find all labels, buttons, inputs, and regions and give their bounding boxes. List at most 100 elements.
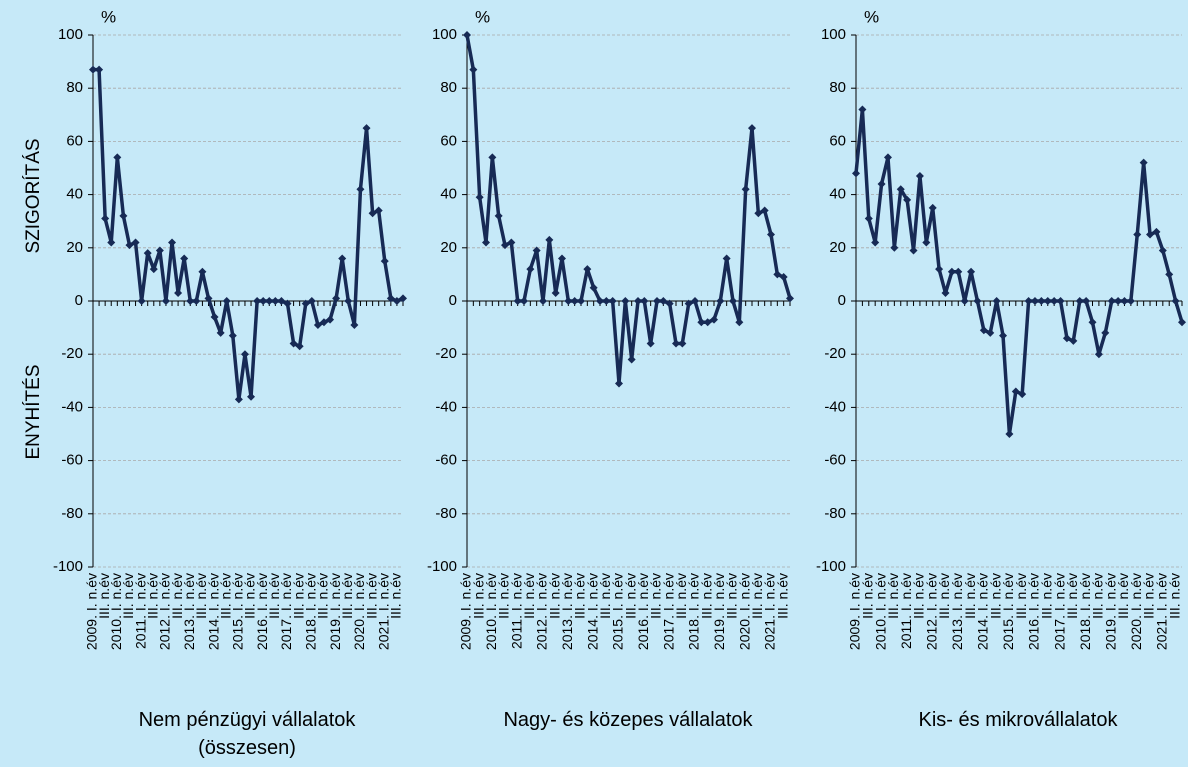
marker	[967, 267, 976, 276]
x-tick-label: 2021. I. n.év	[1154, 573, 1170, 650]
x-tick-label: 2012. I. n.év	[923, 573, 939, 650]
x-tick-label: 2009. I. n.év	[847, 573, 863, 650]
y-tick-label: 40	[66, 186, 83, 203]
series-line	[854, 107, 1184, 436]
x-tick-label: III. n.év	[266, 573, 282, 619]
x-tick-label: III. n.év	[1038, 573, 1054, 619]
marker	[1114, 297, 1123, 305]
x-tick-label: III. n.év	[1090, 573, 1106, 619]
marker	[526, 265, 535, 274]
y-tick-label: -80	[435, 505, 457, 522]
y-tick-label: -40	[61, 398, 83, 415]
x-tick-label: III. n.év	[962, 573, 978, 619]
x-tick-label: III. n.év	[1115, 573, 1131, 619]
x-tick-label: III. n.év	[673, 573, 689, 619]
marker	[326, 315, 335, 324]
x-tick-label: III. n.év	[648, 573, 664, 619]
y-tick-label: -40	[824, 398, 846, 415]
marker	[1069, 336, 1078, 345]
marker	[896, 185, 905, 194]
y-tick-label: -20	[824, 345, 846, 362]
marker	[289, 339, 298, 348]
marker	[697, 318, 706, 327]
marker	[922, 238, 931, 247]
y-tick-label: 100	[432, 26, 457, 43]
marker	[941, 289, 950, 298]
x-tick-label: III. n.év	[987, 573, 1003, 619]
marker	[1120, 297, 1129, 305]
y-label-top: SZIGORÍTÁS	[23, 138, 44, 253]
x-tick-label: 2015. I. n.év	[610, 573, 626, 650]
x-tick-label: III. n.év	[363, 573, 379, 619]
marker	[539, 297, 547, 305]
marker	[558, 254, 566, 263]
marker	[583, 265, 592, 274]
marker	[602, 297, 611, 305]
x-tick-label: 2019. I. n.év	[711, 573, 727, 650]
x-tick-label: 2011. I. n.év	[898, 573, 914, 649]
x-tick-label: III. n.év	[144, 573, 160, 619]
marker	[760, 206, 769, 215]
marker	[545, 235, 554, 244]
marker	[1178, 318, 1186, 327]
marker	[113, 153, 122, 162]
x-tick-label: III. n.év	[1013, 573, 1029, 619]
marker	[307, 297, 316, 305]
marker	[277, 297, 286, 305]
marker	[271, 297, 280, 305]
marker	[1094, 350, 1103, 359]
x-tick-label: 2016. I. n.év	[635, 573, 651, 650]
marker	[877, 179, 886, 188]
marker	[640, 297, 649, 305]
marker	[710, 315, 718, 324]
marker	[754, 209, 763, 218]
x-tick-label: III. n.év	[521, 573, 537, 619]
marker	[741, 185, 750, 194]
x-tick-label: 2009. I. n.év	[458, 573, 474, 650]
marker	[1050, 297, 1059, 305]
marker	[107, 238, 116, 247]
y-tick-label: -20	[61, 345, 83, 362]
x-tick-label: III. n.év	[339, 573, 355, 619]
y-tick-label: 100	[58, 26, 83, 43]
marker	[852, 169, 860, 178]
marker	[161, 297, 170, 305]
marker	[570, 297, 579, 305]
marker	[773, 270, 782, 279]
marker	[653, 297, 661, 305]
marker	[463, 31, 471, 39]
x-tick-label: 2012. I. n.év	[534, 573, 550, 650]
marker	[386, 294, 395, 303]
x-tick-label: 2017. I. n.év	[660, 573, 676, 650]
x-tick-label: III. n.év	[859, 573, 875, 619]
marker	[532, 246, 541, 255]
marker	[247, 392, 256, 401]
marker	[928, 203, 937, 212]
x-tick-label: III. n.év	[290, 573, 306, 619]
x-tick-label: III. n.év	[911, 573, 927, 619]
marker	[915, 171, 924, 180]
marker	[935, 265, 944, 274]
marker	[1126, 297, 1135, 305]
x-tick-label: 2013. I. n.év	[181, 573, 197, 650]
marker	[729, 297, 737, 305]
x-tick-label: 2014. I. n.év	[975, 573, 991, 650]
y-tick-label: 40	[440, 186, 457, 203]
marker	[627, 355, 636, 364]
marker	[1146, 230, 1155, 239]
y-tick-label: 80	[829, 79, 846, 96]
x-tick-label: 2020. I. n.év	[1128, 573, 1144, 650]
marker	[634, 297, 642, 305]
marker	[1101, 328, 1110, 337]
marker	[475, 193, 484, 202]
y-tick-label: 20	[440, 239, 457, 256]
x-tick-label: III. n.év	[1064, 573, 1080, 619]
x-tick-label: III. n.év	[724, 573, 740, 619]
marker	[1082, 297, 1091, 305]
marker	[101, 214, 110, 223]
marker	[779, 273, 788, 282]
marker	[283, 299, 292, 308]
marker	[999, 331, 1008, 340]
